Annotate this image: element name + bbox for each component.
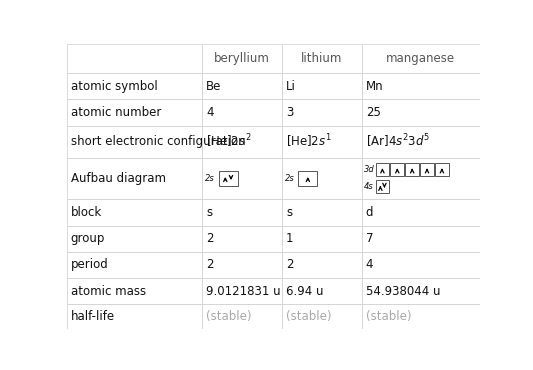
Text: 4s: 4s [364,182,374,191]
Bar [67,44,202,73]
Bar [435,163,449,176]
Text: (stable): (stable) [286,310,332,323]
Text: manganese: manganese [386,52,455,65]
Text: 1: 1 [286,232,294,245]
Text: Li: Li [286,80,296,93]
Bar [361,126,480,158]
Text: d: d [366,206,373,219]
Bar [361,44,480,73]
Bar [202,199,282,226]
Bar [361,278,480,305]
Bar [67,226,202,252]
Text: Aufbau diagram: Aufbau diagram [71,172,166,185]
Bar [391,163,404,176]
Bar [282,278,361,305]
Text: Mn: Mn [366,80,383,93]
Bar [282,305,361,329]
Text: (stable): (stable) [206,310,252,323]
Text: atomic mass: atomic mass [71,285,146,298]
Text: 2s: 2s [205,174,215,183]
Text: beryllium: beryllium [214,52,270,65]
Text: 2: 2 [206,232,214,245]
Text: group: group [71,232,105,245]
Bar [202,278,282,305]
Bar [202,126,282,158]
Bar [282,226,361,252]
Text: [He]2$s^2$: [He]2$s^2$ [206,133,252,151]
Text: 4: 4 [206,106,214,119]
Text: short electronic configuration: short electronic configuration [71,135,245,148]
Text: [Ar]4$s^2$3$d^5$: [Ar]4$s^2$3$d^5$ [366,133,430,151]
Bar [376,180,389,194]
Bar [67,305,202,329]
Bar [361,100,480,126]
Bar [67,278,202,305]
Bar [282,158,361,199]
Text: block: block [71,206,102,219]
Text: 25: 25 [366,106,381,119]
Text: s: s [286,206,292,219]
Bar [67,100,202,126]
Bar [282,100,361,126]
Bar [202,158,282,199]
Bar [298,171,317,186]
Text: atomic symbol: atomic symbol [71,80,158,93]
Text: 2s: 2s [285,174,295,183]
Bar [202,44,282,73]
Text: 2: 2 [206,259,214,272]
Bar [361,73,480,100]
Bar [282,73,361,100]
Bar [202,226,282,252]
Text: lithium: lithium [301,52,342,65]
Bar [361,305,480,329]
Text: 6.94 u: 6.94 u [286,285,324,298]
Text: atomic number: atomic number [71,106,161,119]
Text: 9.0121831 u: 9.0121831 u [206,285,281,298]
Text: 4: 4 [366,259,373,272]
Bar [420,163,434,176]
Text: 3d: 3d [364,165,374,174]
Bar [202,252,282,278]
Text: (stable): (stable) [366,310,411,323]
Bar [67,252,202,278]
Text: 54.938044 u: 54.938044 u [366,285,440,298]
Text: 3: 3 [286,106,293,119]
Bar [282,126,361,158]
Bar [202,73,282,100]
Bar [67,73,202,100]
Bar [67,158,202,199]
Bar [361,252,480,278]
Bar [202,305,282,329]
Bar [282,252,361,278]
Bar [282,44,361,73]
Bar [376,163,389,176]
Text: half-life: half-life [71,310,115,323]
Text: Be: Be [206,80,222,93]
Bar [219,171,238,186]
Bar [282,199,361,226]
Bar [67,126,202,158]
Bar [361,199,480,226]
Bar [361,158,480,199]
Text: 7: 7 [366,232,373,245]
Text: period: period [71,259,109,272]
Bar [361,226,480,252]
Text: [He]2$s^1$: [He]2$s^1$ [286,133,332,151]
Text: s: s [206,206,212,219]
Text: 2: 2 [286,259,294,272]
Bar [405,163,419,176]
Bar [67,199,202,226]
Bar [202,100,282,126]
